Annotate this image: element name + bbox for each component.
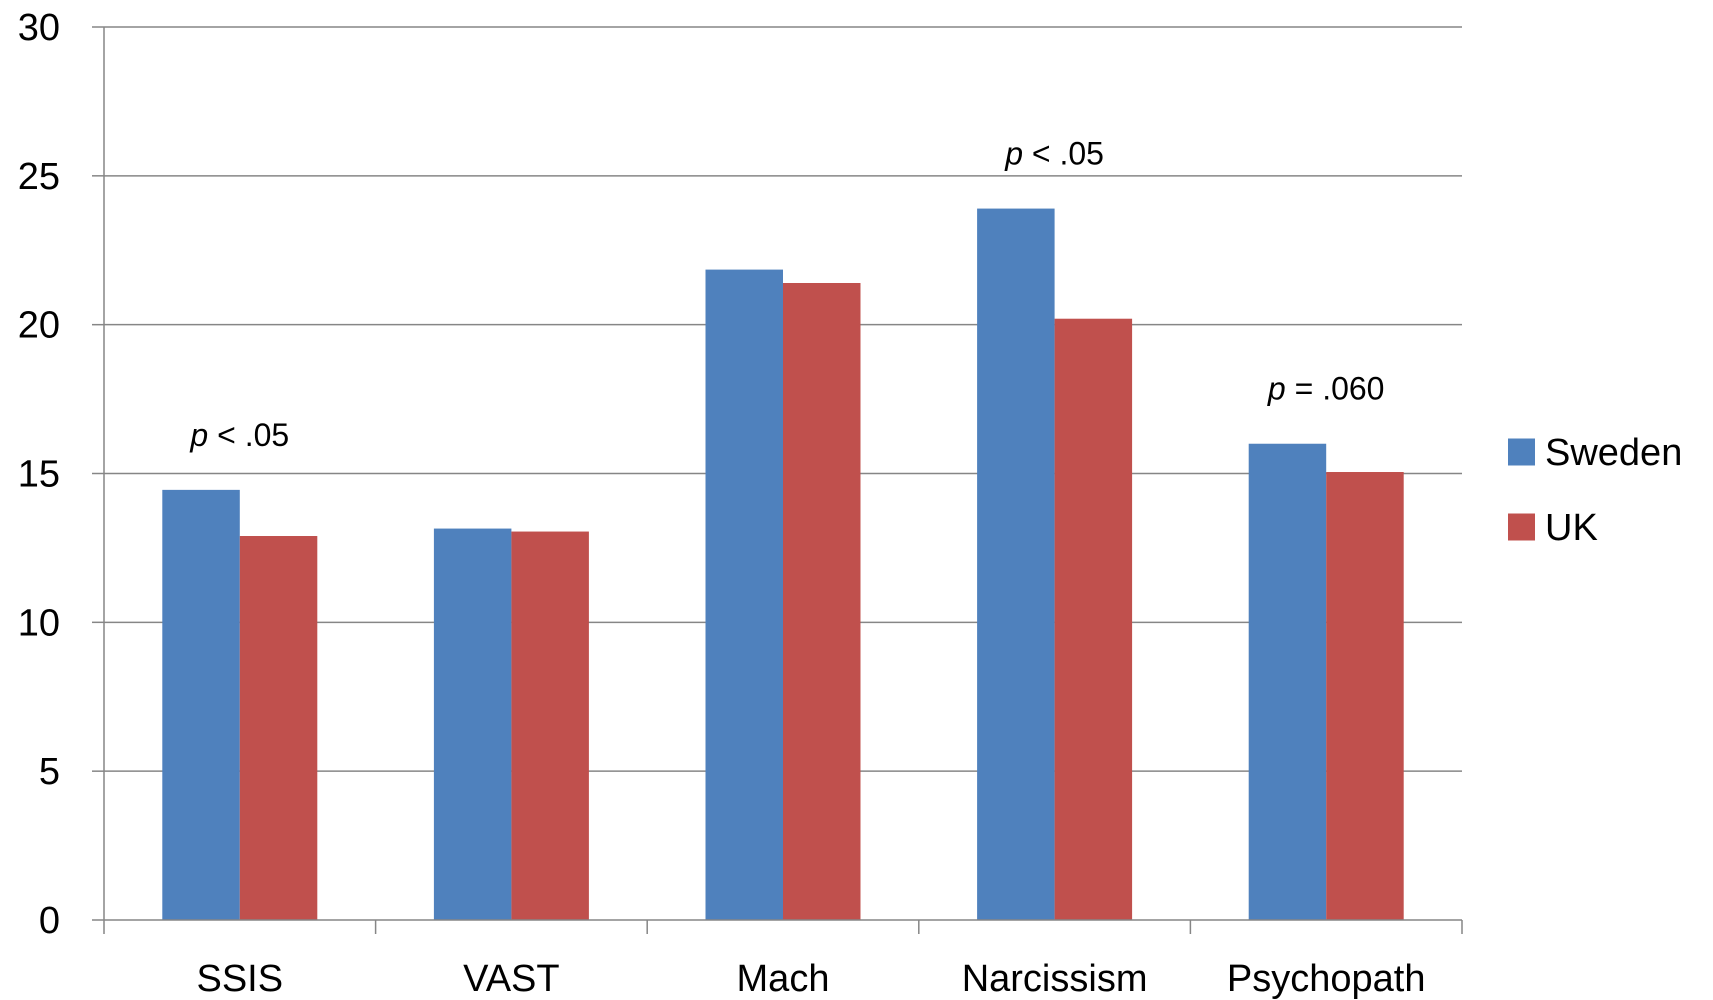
annotation-text: < .05	[208, 417, 289, 453]
legend-label: UK	[1545, 507, 1598, 549]
y-tick-label: 0	[39, 900, 60, 942]
annotation-variable: p	[1004, 136, 1023, 172]
x-category-label: VAST	[463, 958, 559, 1000]
y-tick-label: 10	[18, 602, 60, 644]
annotation-variable: p	[1267, 371, 1286, 407]
bars	[162, 208, 1404, 920]
legend-label: Sweden	[1545, 432, 1682, 474]
legend-swatch-sweden	[1508, 438, 1535, 466]
legend-swatch-uk	[1508, 513, 1535, 541]
bar-sweden-mach	[705, 269, 783, 920]
x-category-label: Mach	[737, 958, 830, 1000]
bar-uk-narcissism	[1054, 318, 1133, 920]
annotation-variable: p	[189, 417, 208, 453]
bar-sweden-narcissism	[977, 208, 1055, 920]
bar-uk-vast	[511, 531, 589, 920]
bar-sweden-psychopath	[1248, 443, 1327, 920]
bar-uk-ssis	[239, 536, 318, 920]
annotation-text: < .05	[1023, 136, 1104, 172]
annotation-text: = .060	[1286, 371, 1385, 407]
bar-uk-psychopath	[1326, 472, 1404, 920]
bar-sweden-ssis	[162, 489, 240, 920]
y-tick-label: 20	[18, 305, 60, 347]
y-tick-label: 30	[18, 7, 60, 49]
y-tick-label: 5	[39, 751, 60, 793]
significance-annotation: p < .05	[1004, 136, 1104, 172]
bar-uk-mach	[783, 282, 861, 920]
legend: Sweden UK	[1508, 432, 1682, 549]
y-tick-label: 15	[18, 454, 60, 496]
labels: 0 5 10 15 20 25 30 SSIS VAST Mach Narcissism Psycho…	[18, 7, 1426, 1000]
axes	[92, 26, 1463, 934]
x-category-label: Psychopath	[1227, 958, 1426, 1000]
significance-annotation: p < .05	[189, 417, 289, 453]
x-category-label: Narcissism	[962, 958, 1148, 1000]
y-tick-label: 25	[18, 156, 60, 198]
x-category-label: SSIS	[196, 958, 283, 1000]
significance-annotation: p = .060	[1267, 371, 1385, 407]
bar-sweden-vast	[433, 528, 512, 920]
